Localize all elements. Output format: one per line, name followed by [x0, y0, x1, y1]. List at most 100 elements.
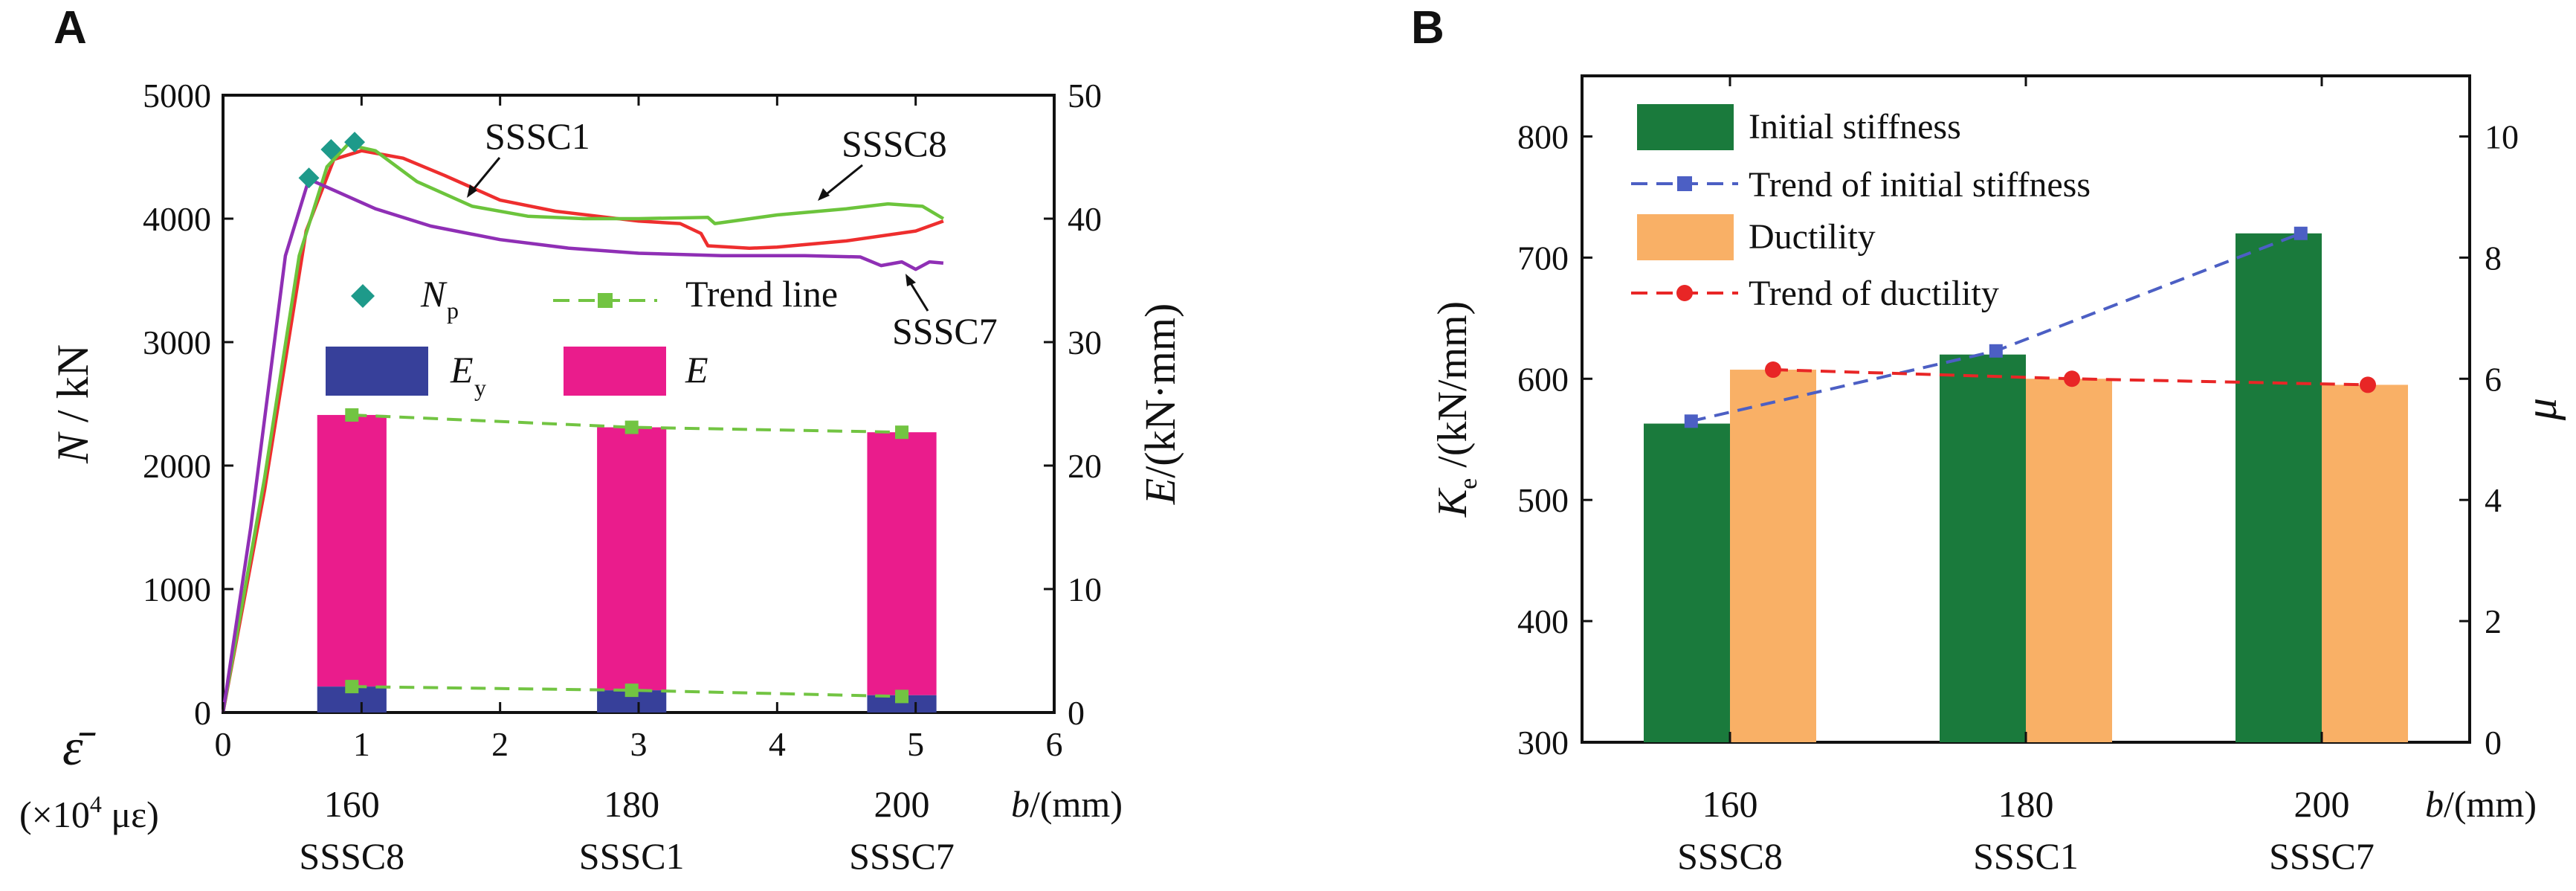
legend-ductility-swatch	[1637, 214, 1734, 260]
panel-a-x-axis-unit: (×104 με)	[19, 791, 159, 835]
legend-stiffness-trend-label: Trend of initial stiffness	[1749, 165, 2091, 205]
panel-a-trend-marker	[345, 408, 359, 422]
panel-b-ductility-bar	[1730, 370, 1816, 742]
legend-trend-label: Trend line	[685, 273, 838, 315]
panel-b-trend-lines	[1684, 226, 2376, 428]
panel-b-legend: Initial stiffness Trend of initial stiff…	[1631, 104, 2091, 313]
panel-a-b-italic: b	[1011, 783, 1030, 825]
panel-b-right-tick-label: 4	[2485, 481, 2502, 519]
panel-b-category-label: 160	[1702, 783, 1758, 825]
panel-a-curves	[221, 143, 945, 713]
panel-b-left-tick-label: 700	[1517, 239, 1569, 277]
annotation-sssc7-label: SSSC7	[892, 310, 998, 352]
panel-b-left-tick-label: 800	[1517, 118, 1569, 155]
panel-a-left-axis-title: N / kN	[48, 344, 97, 464]
panel-b-left-tick-label: 500	[1517, 481, 1569, 519]
panel-b-ticks: 300 400 500 600 700 800 0 2 4 6 8 10	[1517, 76, 2519, 762]
panel-a-x-tick-label: 5	[907, 725, 924, 763]
panel-b-ductility-bar	[2026, 379, 2112, 742]
panel-b-category-label: 200	[2294, 783, 2350, 825]
panel-a-np-marker	[344, 132, 366, 153]
legend-ductility-trend-label: Trend of ductility	[1749, 274, 1999, 313]
panel-b-ductility-bar	[2322, 385, 2408, 742]
panel-a-curve-sssc7	[221, 177, 944, 713]
panel-b-ductility-trend-marker	[2360, 376, 2376, 393]
panel-b-right-axis-title: μ	[2517, 398, 2566, 421]
svg-text:N / kN: N / kN	[48, 344, 97, 464]
panel-a-x-tick-label: 4	[769, 725, 786, 763]
panel-a-left-tick-label: 5000	[143, 77, 211, 115]
panel-a-trend-line-ey_points	[352, 685, 903, 698]
panel-b-right-axis-label: μ	[2517, 398, 2566, 421]
panel-b-x-axis-label: b/(mm)	[2425, 783, 2537, 825]
panel-a-trend-marker	[624, 683, 639, 698]
panel-b-ductility-trend-marker	[1765, 361, 1781, 379]
panel-b-left-tick-label: 300	[1517, 724, 1569, 762]
panel-a-right-axis-tail: /(kN·mm)	[1136, 303, 1184, 478]
panel-b-left-axis-title: Ke /(kN/mm)	[1430, 301, 1482, 518]
panel-a-b-labels: 160 SSSC8 180 SSSC1 200 SSSC7	[299, 783, 955, 877]
panel-a-left-axis-tail: / kN	[48, 344, 97, 434]
panel-a-right-axis-italic: E	[1136, 478, 1184, 505]
legend-ey-label: E	[450, 349, 474, 390]
panel-a-e-bar	[317, 414, 387, 687]
panel-a-curve-sssc1	[221, 149, 944, 713]
panel-a-np-marker	[298, 167, 320, 189]
panel-a-left-tick-label: 3000	[143, 324, 211, 361]
panel-a-curve-sssc8	[221, 143, 945, 713]
panel-b-bars	[1644, 233, 2408, 742]
panel-b-specimen-label: SSSC1	[1973, 835, 2079, 877]
legend-stiffness-trend-marker	[1677, 176, 1692, 191]
panel-a-ey-bar	[867, 695, 937, 713]
panel-a-x-unit-tail: με)	[102, 794, 159, 835]
panel-a-b-value: 180	[604, 783, 659, 825]
panel-a-legend: N p Trend line E y E	[326, 273, 838, 401]
panel-a-x-axis-title: ε̄ (×104 με)	[19, 719, 159, 835]
panel-a-right-tick-label: 0	[1068, 694, 1085, 732]
legend-initial-stiffness-swatch	[1637, 104, 1734, 150]
panel-b-right-tick-label: 8	[2485, 239, 2502, 277]
panel-a-left-tick-label: 1000	[143, 570, 211, 608]
panel-a-specimen: SSSC1	[579, 835, 685, 877]
panel-b-right-tick-label: 10	[2485, 118, 2519, 155]
panel-b-category-label: 180	[1998, 783, 2054, 825]
panel-a-b-value: 200	[874, 783, 930, 825]
panel-b-category-labels: 160 SSSC8 180 SSSC1 200 SSSC7	[1677, 783, 2375, 877]
annotation-sssc1: SSSC1	[467, 115, 590, 198]
panel-b-stiffness-bar	[2236, 233, 2322, 742]
panel-b-x-italic: b	[2425, 783, 2444, 825]
legend-np-sub: p	[447, 297, 459, 324]
panel-a-right-tick-label: 50	[1068, 77, 1102, 115]
panel-a-trend-line-total_points	[352, 413, 903, 434]
legend-initial-stiffness-label: Initial stiffness	[1749, 107, 1961, 147]
panel-b-stiffness-trend-marker	[1684, 414, 1698, 428]
panel-a-right-axis-title: E/(kN·mm)	[1136, 303, 1184, 506]
panel-b-ductility-trend-marker	[2064, 370, 2080, 387]
legend-ductility-trend-marker	[1676, 285, 1693, 301]
panel-a-specimen: SSSC7	[849, 835, 955, 877]
annotation-sssc8-label: SSSC8	[842, 123, 947, 164]
panel-b-specimen-label: SSSC8	[1677, 835, 1783, 877]
panel-a-trend-marker	[895, 689, 909, 704]
legend-ey-sub: y	[474, 374, 486, 401]
panel-b-x-tail: /(mm)	[2444, 783, 2537, 825]
annotation-sssc1-label: SSSC1	[485, 115, 590, 157]
panel-a-right-tick-label: 20	[1068, 447, 1102, 485]
panel-b-right-tick-label: 0	[2485, 724, 2502, 762]
panel-a-b-value: 160	[324, 783, 380, 825]
legend-ey-swatch	[326, 347, 428, 396]
panel-a-np-markers	[298, 132, 366, 189]
panel-a-b-axis-label: b/(mm)	[1011, 783, 1123, 825]
panel-a-trend-lines	[345, 408, 909, 704]
panel-a-np-marker	[320, 139, 342, 161]
panel-b-chart: 300 400 500 600 700 800 0 2 4 6 8 10 Initial stiffn…	[1430, 74, 2566, 877]
panel-a-left-tick-label: 0	[194, 694, 211, 732]
panel-b-left-axis-sub: e	[1455, 478, 1482, 489]
panel-a-x-tick-label: 0	[215, 725, 232, 763]
legend-np-marker	[351, 284, 375, 308]
panel-a-specimen: SSSC8	[299, 835, 404, 877]
panel-label-b: B	[1411, 2, 1444, 54]
panel-a-left-axis-italic: N	[48, 431, 97, 464]
